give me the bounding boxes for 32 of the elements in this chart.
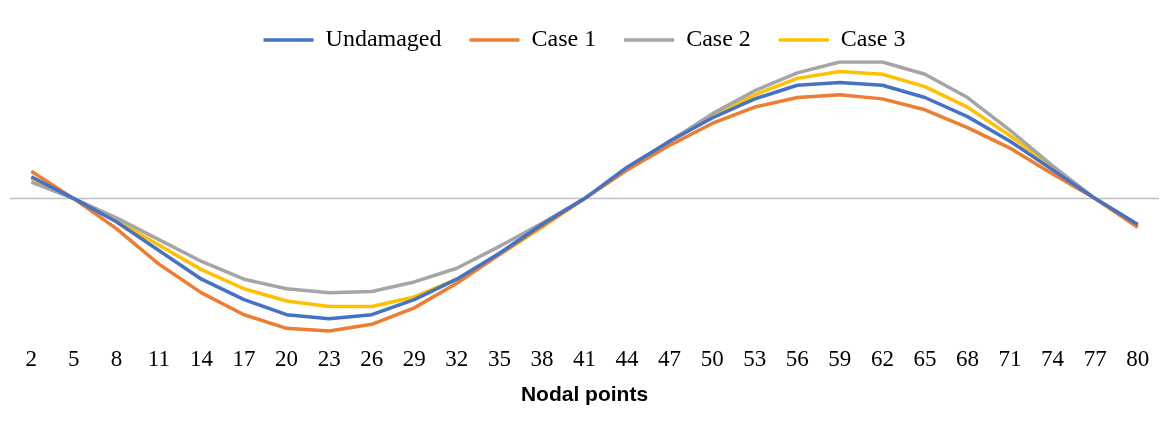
x-tick-label: 38	[530, 346, 554, 372]
legend-label: Undamaged	[325, 25, 442, 52]
legend-label: Case 3	[840, 25, 906, 52]
x-axis-title: Nodal points	[520, 382, 649, 406]
x-tick-label: 44	[615, 346, 640, 372]
x-tick-label: 65	[913, 346, 937, 372]
x-tick-label: 29	[402, 346, 426, 372]
x-tick-label: 59	[828, 346, 852, 372]
x-tick-label: 77	[1083, 346, 1107, 372]
x-tick-label: 5	[68, 346, 80, 372]
x-tick-label: 11	[147, 346, 171, 372]
x-tick-label: 68	[956, 346, 979, 372]
x-tick-label: 35	[487, 346, 511, 372]
x-tick-label: 14	[190, 346, 214, 372]
x-tick-label: 56	[785, 346, 809, 372]
legend-label: Case 2	[686, 25, 751, 52]
legend-label: Case 1	[531, 25, 597, 52]
x-tick-label: 53	[743, 346, 767, 372]
x-tick-label: 74	[1041, 346, 1065, 372]
x-tick-label: 80	[1126, 346, 1150, 372]
x-tick-label: 20	[275, 346, 299, 372]
x-tick-label: 32	[445, 346, 469, 372]
x-tick-label: 47	[658, 346, 682, 372]
x-tick-label: 23	[317, 346, 341, 372]
x-tick-label: 8	[110, 346, 123, 372]
x-tick-label: 62	[870, 346, 894, 372]
x-tick-label: 50	[700, 346, 724, 372]
x-tick-label: 41	[573, 346, 596, 372]
x-tick-label: 17	[232, 346, 256, 372]
x-tick-label: 2	[25, 346, 38, 372]
x-tick-label: 71	[998, 346, 1022, 372]
x-tick-label: 26	[360, 346, 384, 372]
